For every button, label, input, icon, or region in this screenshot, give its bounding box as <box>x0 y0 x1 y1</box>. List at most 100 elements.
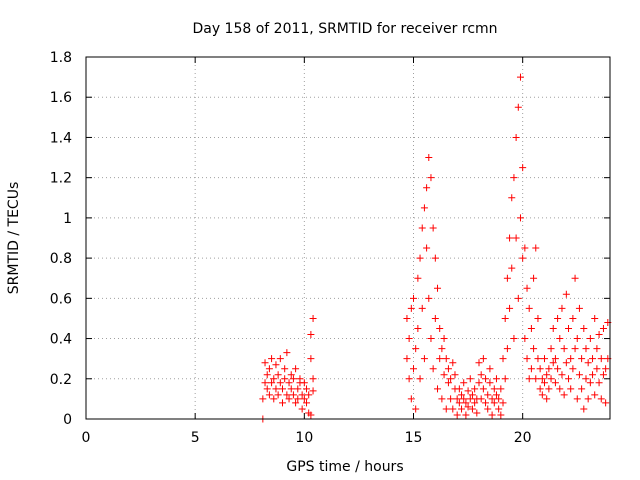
data-point <box>530 274 538 282</box>
data-point <box>536 385 544 393</box>
data-point <box>309 375 317 383</box>
x-tick-label: 10 <box>295 430 313 446</box>
data-point <box>484 405 492 413</box>
data-point <box>307 411 315 419</box>
data-point <box>438 345 446 353</box>
data-point <box>300 395 308 403</box>
axis-ticks <box>85 56 610 420</box>
data-point <box>586 379 594 387</box>
data-point <box>512 133 520 141</box>
data-point <box>519 254 527 262</box>
data-point <box>569 365 577 373</box>
data-point <box>274 391 282 399</box>
data-point <box>549 325 557 332</box>
data-point <box>425 294 433 302</box>
data-point <box>591 391 599 399</box>
data-point <box>462 411 470 419</box>
data-point <box>420 204 428 212</box>
data-point <box>569 314 577 322</box>
grid <box>86 57 610 419</box>
y-tick-label: 0 <box>63 412 72 428</box>
data-point <box>589 355 597 363</box>
data-point <box>259 395 267 403</box>
data-point <box>547 345 555 353</box>
data-point <box>429 365 437 373</box>
data-point <box>558 371 566 379</box>
data-point <box>543 371 551 379</box>
data-point <box>418 304 426 312</box>
y-tick-label: 0.2 <box>50 372 72 388</box>
data-point <box>447 395 455 403</box>
data-point <box>599 371 607 379</box>
plot-frame <box>85 56 611 420</box>
data-point <box>573 335 581 343</box>
data-point <box>571 274 579 282</box>
y-tick-labels: 0 0.2 0.4 0.6 0.8 1 1.2 1.4 1.6 1.8 <box>50 50 72 428</box>
data-point <box>538 391 546 399</box>
data-point <box>294 395 302 403</box>
data-point <box>499 355 507 363</box>
data-point <box>593 345 601 353</box>
data-point <box>506 234 514 242</box>
data-point <box>532 375 540 383</box>
data-point <box>289 375 297 383</box>
data-point <box>492 375 500 383</box>
data-point <box>403 355 411 363</box>
data-point <box>285 395 293 403</box>
y-tick-label: 1.4 <box>50 130 72 146</box>
data-point <box>497 385 505 393</box>
data-point <box>575 371 583 379</box>
data-point <box>597 355 605 363</box>
data-point <box>503 345 511 353</box>
data-point <box>512 234 520 242</box>
data-point <box>416 254 424 262</box>
data-point <box>565 375 573 383</box>
data-point <box>602 399 610 407</box>
data-point <box>272 385 280 393</box>
data-point <box>449 359 457 367</box>
data-point <box>431 314 439 322</box>
data-point <box>458 405 466 413</box>
data-point <box>495 405 503 413</box>
data-point <box>405 335 413 343</box>
data-point <box>543 395 551 403</box>
data-point <box>447 375 455 383</box>
data-point <box>460 395 468 403</box>
data-point <box>514 294 522 302</box>
data-point <box>263 371 271 379</box>
data-point <box>464 387 472 395</box>
data-point <box>298 391 306 399</box>
data-point <box>440 335 448 343</box>
data-point <box>453 411 461 419</box>
data-point <box>436 355 444 363</box>
data-point <box>527 325 535 332</box>
data-point <box>429 224 437 232</box>
data-point <box>534 314 542 322</box>
data-point <box>423 184 431 192</box>
data-points <box>259 73 612 423</box>
data-point <box>268 355 276 363</box>
data-point <box>287 385 295 393</box>
data-point <box>261 379 269 387</box>
data-point <box>468 391 476 399</box>
data-point <box>584 395 592 403</box>
x-tick-labels: 0 5 10 15 20 <box>82 430 532 446</box>
x-tick-label: 5 <box>191 430 200 446</box>
data-point <box>490 399 498 407</box>
data-point <box>309 387 317 395</box>
data-point <box>514 103 522 111</box>
data-point <box>281 375 289 383</box>
data-point <box>593 365 601 373</box>
data-point <box>407 395 415 403</box>
data-point <box>410 294 417 302</box>
data-point <box>575 304 583 312</box>
data-point <box>451 371 459 379</box>
y-tick-label: 1.6 <box>50 90 72 106</box>
data-point <box>270 395 278 403</box>
data-point <box>523 355 531 363</box>
data-point <box>562 359 570 367</box>
data-point <box>582 375 590 383</box>
data-point <box>410 365 417 373</box>
data-point <box>471 385 479 393</box>
